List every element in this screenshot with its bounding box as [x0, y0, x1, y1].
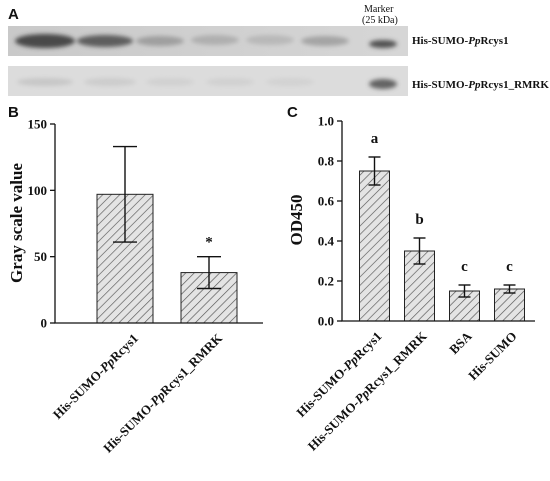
blot-strip-1: [8, 26, 408, 56]
y-tick-label: 100: [28, 183, 48, 198]
panel-a: A Marker (25 kDa) His-SUMO-PpRcys1: [8, 4, 549, 96]
panel-letter-c: C: [287, 104, 298, 121]
panel-letter-b: B: [8, 104, 19, 121]
bars-c: a b c c: [359, 131, 525, 322]
panel-b-chart: B Gray scale value 0 50 100 150 * His-SUMO-…: [7, 104, 263, 456]
axis-lines-b: [54, 124, 263, 324]
x-category-label: His-SUMO: [465, 329, 520, 384]
marker-label-line2: (25 kDa): [362, 15, 398, 26]
y-tick-label: 1.0: [318, 114, 334, 129]
y-tick-label: 0.4: [318, 234, 335, 249]
blot-strip-2: [8, 66, 408, 96]
bar: [359, 170, 390, 322]
blot-label-2: His-SUMO-PpRcys1_RMRK: [412, 79, 549, 91]
significance-label: *: [205, 235, 213, 251]
y-tick-label: 150: [28, 117, 48, 132]
x-category-label: His-SUMO-PpRcys1: [50, 331, 141, 422]
y-tick-label: 50: [34, 249, 47, 264]
blot-label-1: His-SUMO-PpRcys1: [412, 35, 509, 47]
y-tick-label: 0.2: [318, 274, 334, 289]
significance-label: c: [461, 259, 468, 275]
significance-label: a: [371, 131, 379, 147]
y-axis-title-c: OD450: [287, 195, 306, 246]
y-tick-label: 0.8: [318, 154, 335, 169]
y-axis-ticks-c: 0.0 0.2 0.4 0.6 0.8 1.0: [318, 114, 342, 329]
x-category-label: BSA: [446, 328, 475, 357]
y-tick-label: 0.6: [318, 194, 335, 209]
x-category-label: His-SUMO-PpRcys1: [293, 329, 384, 420]
y-axis-title-b: Gray scale value: [7, 163, 26, 283]
axis-lines-c: [341, 121, 535, 322]
y-axis-ticks-b: 0 50 100 150: [28, 117, 55, 331]
significance-label: b: [415, 212, 423, 228]
marker-label-line1: Marker: [364, 4, 394, 15]
panel-c-chart: C OD450 0.0 0.2 0.4 0.6 0.8 1.0 a b c c His-SUMO…: [287, 104, 535, 454]
significance-label: c: [506, 259, 513, 275]
panel-letter-a: A: [8, 6, 19, 23]
y-tick-label: 0.0: [318, 314, 334, 329]
y-tick-label: 0: [41, 316, 48, 331]
bars-b: *: [96, 145, 238, 324]
bar: [494, 288, 525, 322]
